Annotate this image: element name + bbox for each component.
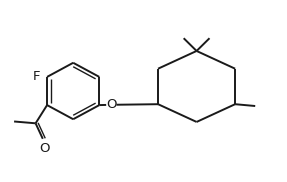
Text: F: F: [32, 70, 40, 83]
Text: O: O: [106, 98, 117, 111]
Text: O: O: [39, 142, 49, 155]
